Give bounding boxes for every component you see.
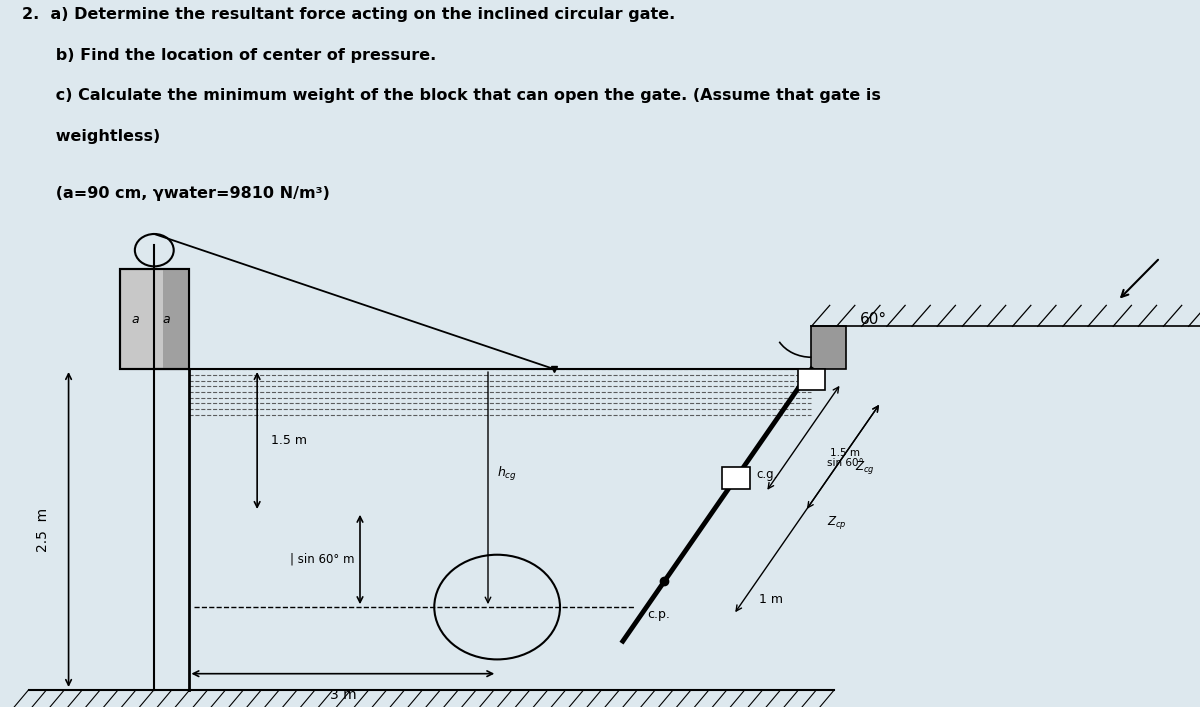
Text: a: a — [163, 312, 170, 326]
Text: $Z_{cp}$: $Z_{cp}$ — [827, 514, 847, 531]
Text: c) Calculate the minimum weight of the block that can open the gate. (Assume tha: c) Calculate the minimum weight of the b… — [22, 88, 881, 103]
Bar — [120, 269, 188, 369]
Text: 3 m: 3 m — [330, 688, 356, 701]
Bar — [162, 269, 188, 369]
Text: 1 m: 1 m — [760, 593, 784, 606]
Text: c.p.: c.p. — [647, 608, 670, 621]
Bar — [811, 327, 846, 369]
Text: $h_{cg}$: $h_{cg}$ — [497, 464, 517, 483]
Bar — [120, 269, 188, 369]
Text: $Z_{cg}$: $Z_{cg}$ — [854, 459, 875, 476]
Text: b) Find the location of center of pressure.: b) Find the location of center of pressu… — [22, 47, 436, 62]
Text: 1.5 m: 1.5 m — [271, 434, 307, 447]
Text: a: a — [131, 312, 139, 326]
Text: | sin 60° m: | sin 60° m — [289, 553, 354, 566]
Bar — [798, 369, 826, 390]
Bar — [722, 467, 750, 489]
Text: 1.5 m
sin 60°: 1.5 m sin 60° — [827, 448, 863, 468]
Text: 2.5  m: 2.5 m — [36, 508, 50, 551]
Text: 60°: 60° — [859, 312, 887, 327]
Text: (a=90 cm, γwater=9810 N/m³): (a=90 cm, γwater=9810 N/m³) — [22, 185, 330, 201]
Text: c.g.: c.g. — [756, 467, 778, 481]
Text: weightless): weightless) — [22, 129, 160, 144]
Text: 2.  a) Determine the resultant force acting on the inclined circular gate.: 2. a) Determine the resultant force acti… — [22, 7, 674, 22]
